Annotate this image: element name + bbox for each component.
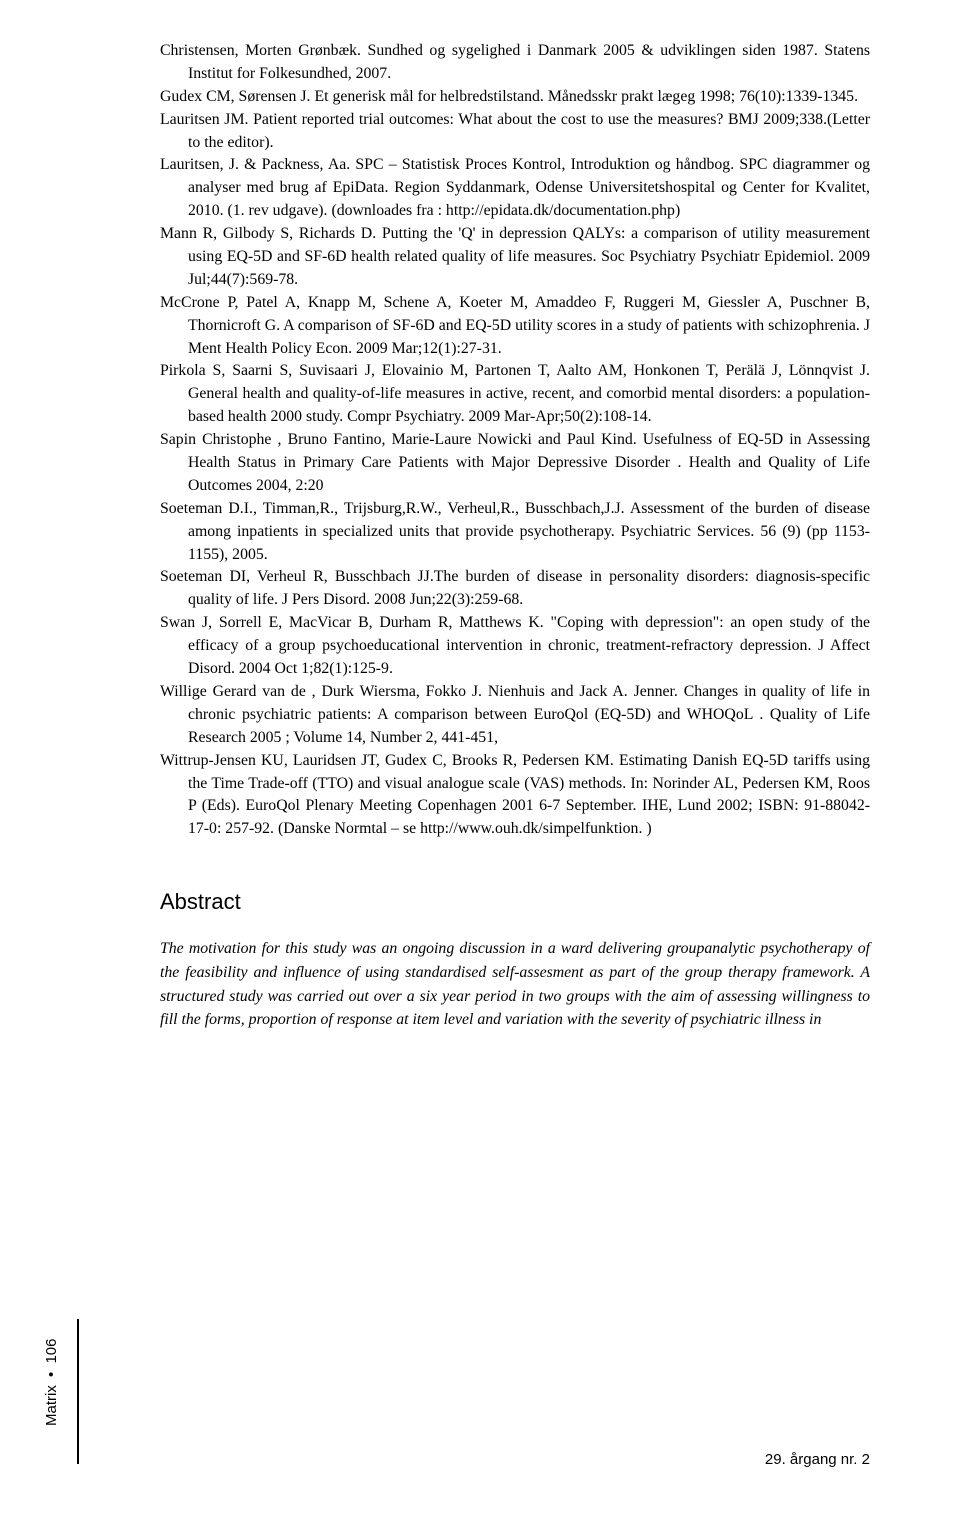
reference-item: Lauritsen JM. Patient reported trial out… [160, 109, 870, 155]
side-page-label: Matrix • 106 [43, 1339, 60, 1426]
reference-item: Soeteman DI, Verheul R, Busschbach JJ.Th… [160, 566, 870, 612]
reference-item: Christensen, Morten Grønbæk. Sundhed og … [160, 40, 870, 86]
reference-item: Willige Gerard van de , Durk Wiersma, Fo… [160, 681, 870, 750]
reference-item: Sapin Christophe , Bruno Fantino, Marie-… [160, 429, 870, 498]
side-rule [77, 1319, 79, 1464]
reference-list: Christensen, Morten Grønbæk. Sundhed og … [160, 40, 870, 841]
reference-item: Soeteman D.I., Timman,R., Trijsburg,R.W.… [160, 498, 870, 567]
journal-name: Matrix [43, 1385, 60, 1426]
reference-item: McCrone P, Patel A, Knapp M, Schene A, K… [160, 292, 870, 361]
bullet-icon: • [43, 1372, 60, 1377]
footer-issue: 29. årgang nr. 2 [765, 1451, 870, 1468]
reference-item: Pirkola S, Saarni S, Suvisaari J, Elovai… [160, 360, 870, 429]
reference-item: Lauritsen, J. & Packness, Aa. SPC – Stat… [160, 154, 870, 223]
reference-item: Mann R, Gilbody S, Richards D. Putting t… [160, 223, 870, 292]
reference-item: Gudex CM, Sørensen J. Et generisk mål fo… [160, 86, 870, 109]
page-number: 106 [43, 1339, 60, 1364]
reference-item: Swan J, Sorrell E, MacVicar B, Durham R,… [160, 612, 870, 681]
abstract-heading: Abstract [160, 889, 870, 915]
abstract-body: The motivation for this study was an ong… [160, 937, 870, 1032]
reference-item: Wittrup-Jensen KU, Lauridsen JT, Gudex C… [160, 750, 870, 842]
